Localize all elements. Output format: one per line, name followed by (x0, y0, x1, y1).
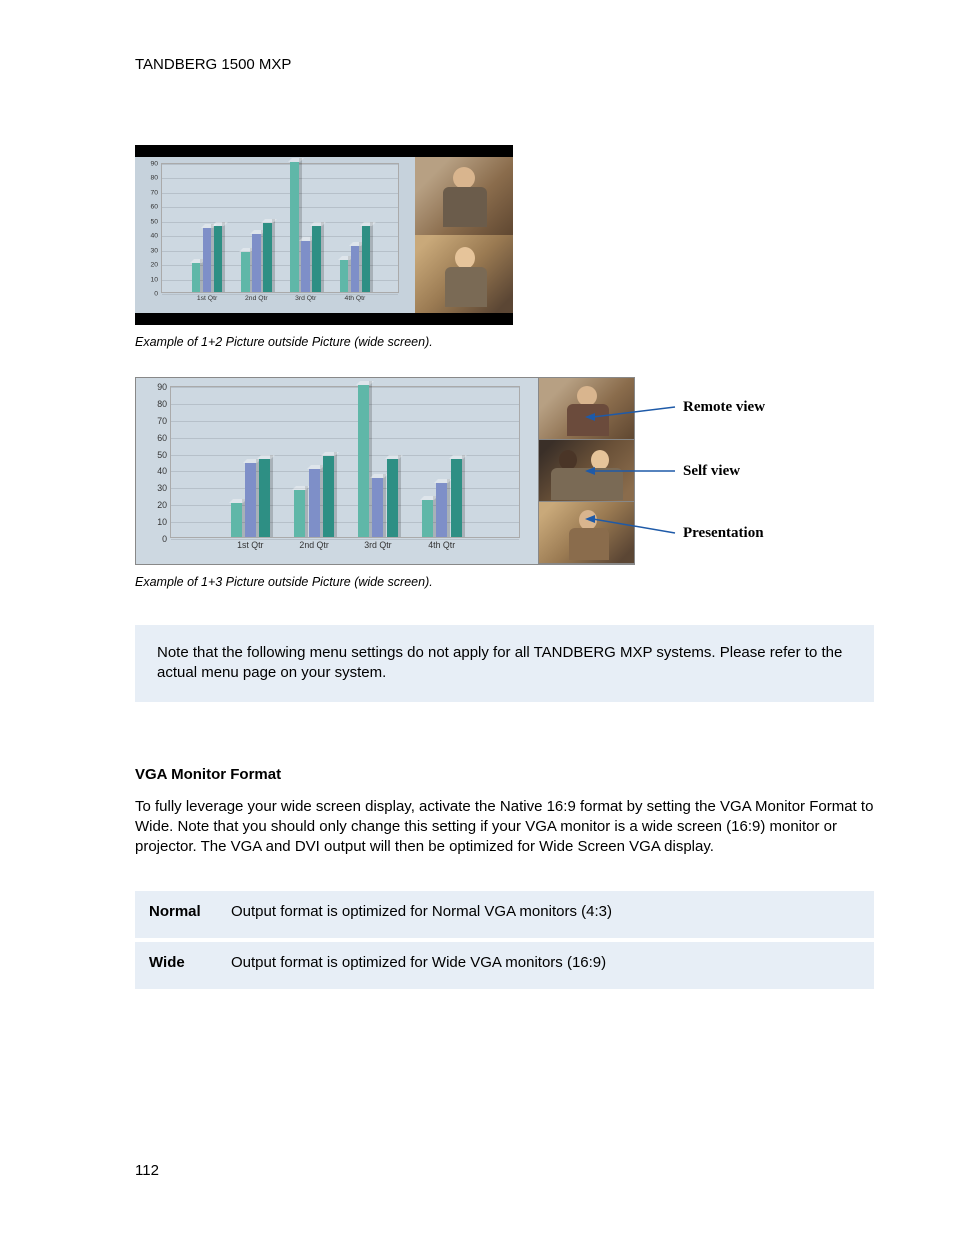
figure-1-self-thumbnail (415, 235, 513, 313)
format-table: NormalOutput format is optimized for Nor… (135, 887, 874, 993)
page-header: TANDBERG 1500 MXP (135, 56, 874, 73)
figure-2-label: Presentation (683, 525, 764, 542)
figure-2-labels: Remote view Self view Presentation (635, 377, 865, 565)
page-number: 112 (135, 1162, 159, 1179)
figure-1-caption: Example of 1+2 Picture outside Picture (… (135, 335, 874, 349)
figure-2-caption: Example of 1+3 Picture outside Picture (… (135, 575, 874, 589)
table-key: Wide (135, 942, 217, 989)
figure-2-label: Self view (683, 463, 740, 480)
figure-2: 01020304050607080901st Qtr2nd Qtr3rd Qtr… (135, 377, 874, 565)
table-key: Normal (135, 891, 217, 938)
figure-2-label: Remote view (683, 399, 765, 416)
figure-1: 01020304050607080901st Qtr2nd Qtr3rd Qtr… (135, 145, 874, 325)
figure-1-chart: 01020304050607080901st Qtr2nd Qtr3rd Qtr… (135, 157, 415, 313)
figure-2-chart: 01020304050607080901st Qtr2nd Qtr3rd Qtr… (136, 378, 538, 564)
table-value: Output format is optimized for Wide VGA … (217, 942, 874, 989)
table-value: Output format is optimized for Normal VG… (217, 891, 874, 938)
section-heading: VGA Monitor Format (135, 766, 874, 783)
note-box: Note that the following menu settings do… (135, 625, 874, 702)
table-row: WideOutput format is optimized for Wide … (135, 942, 874, 989)
figure-1-remote-thumbnail (415, 157, 513, 235)
section-body: To fully leverage your wide screen displ… (135, 797, 874, 858)
table-row: NormalOutput format is optimized for Nor… (135, 891, 874, 938)
